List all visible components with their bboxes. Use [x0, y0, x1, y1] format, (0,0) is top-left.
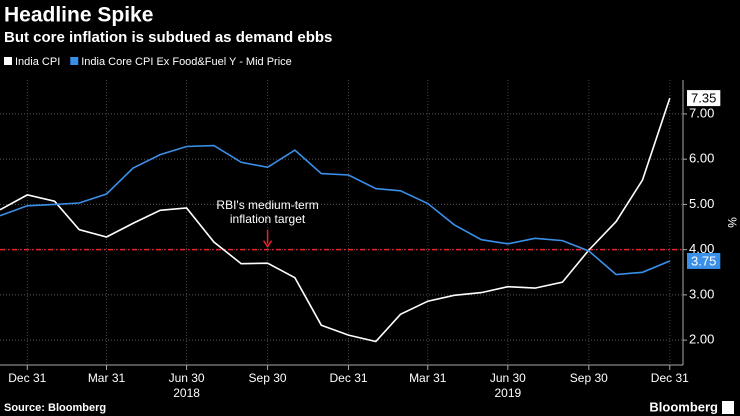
y-tick-label: 5.00 [689, 196, 714, 211]
x-group-label: 2018 [173, 386, 200, 400]
x-tick-label: Sep 30 [249, 371, 287, 385]
brand-icon [722, 401, 734, 414]
y-tick-label: 3.00 [689, 286, 714, 301]
series-line [0, 144, 671, 276]
y-axis-label: % [725, 217, 739, 228]
annotation-arrowhead [262, 240, 273, 248]
end-label-box [687, 90, 721, 107]
end-label: 3.75 [691, 253, 716, 268]
x-group-label: 2019 [494, 386, 521, 400]
end-label-box [687, 252, 721, 269]
x-tick-label: Dec 31 [651, 371, 689, 385]
legend-label: India CPI [15, 56, 60, 68]
annotation-text: RBI's medium-term [216, 198, 318, 212]
x-tick-label: Mar 31 [88, 371, 126, 385]
legend-label: India Core CPI Ex Food&Fuel Y - Mid Pric… [81, 56, 292, 68]
y-tick-label: 7.00 [689, 105, 714, 120]
x-tick-label: Jun 30 [169, 371, 205, 385]
source: Source: Bloomberg [4, 402, 106, 414]
brand: Bloomberg [649, 399, 718, 414]
x-tick-label: Mar 31 [409, 371, 447, 385]
series-line [0, 97, 671, 343]
chart-title: Headline Spike [4, 4, 153, 27]
legend-swatch [4, 57, 12, 65]
legend-swatch [70, 57, 79, 65]
annotation-text: inflation target [230, 212, 306, 226]
chart-subtitle: But core inflation is subdued as demand … [4, 29, 332, 46]
x-tick-label: Dec 31 [330, 371, 368, 385]
y-tick-label: 6.00 [689, 151, 714, 166]
x-tick-label: Sep 30 [570, 371, 608, 385]
x-tick-label: Jun 30 [490, 371, 526, 385]
y-tick-label: 2.00 [689, 332, 714, 347]
end-label: 7.35 [691, 91, 716, 106]
y-tick-label: 4.00 [689, 241, 714, 256]
x-tick-label: Dec 31 [8, 371, 46, 385]
